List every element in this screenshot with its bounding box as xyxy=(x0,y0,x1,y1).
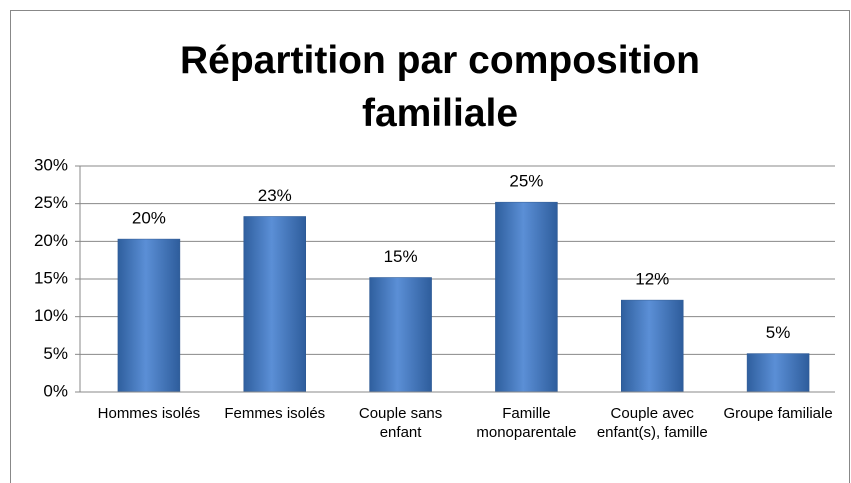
x-tick-label: Hommes isolés xyxy=(97,405,201,422)
bar xyxy=(746,353,810,393)
y-tick-label: 20% xyxy=(34,231,68,250)
bar xyxy=(495,201,558,393)
y-tick-label: 5% xyxy=(43,344,68,363)
x-tick-label: Couple sans enfant xyxy=(358,405,443,441)
x-tick-label: Couple avec enfant(s), famille xyxy=(596,405,708,441)
bar xyxy=(243,216,306,393)
bar xyxy=(621,299,684,393)
y-tick-label: 15% xyxy=(34,268,68,287)
bar xyxy=(369,277,432,393)
value-label: 20% xyxy=(132,209,166,228)
bar xyxy=(117,238,181,393)
y-tick-label: 25% xyxy=(34,193,68,212)
x-tick-label: Groupe familiale xyxy=(723,405,833,422)
y-tick-label: 0% xyxy=(43,381,68,400)
frame xyxy=(10,10,850,483)
value-label: 15% xyxy=(384,247,418,266)
value-label: 23% xyxy=(258,186,292,205)
y-tick-label: 10% xyxy=(34,306,68,325)
value-label: 25% xyxy=(509,172,543,191)
x-tick-label: Famille monoparentale xyxy=(476,405,577,441)
value-label: 12% xyxy=(635,270,669,289)
chart-title: Répartition par composition familiale xyxy=(179,39,701,135)
value-label: 5% xyxy=(766,323,791,342)
y-tick-label: 30% xyxy=(34,155,68,174)
x-tick-label: Femmes isolés xyxy=(224,405,326,422)
